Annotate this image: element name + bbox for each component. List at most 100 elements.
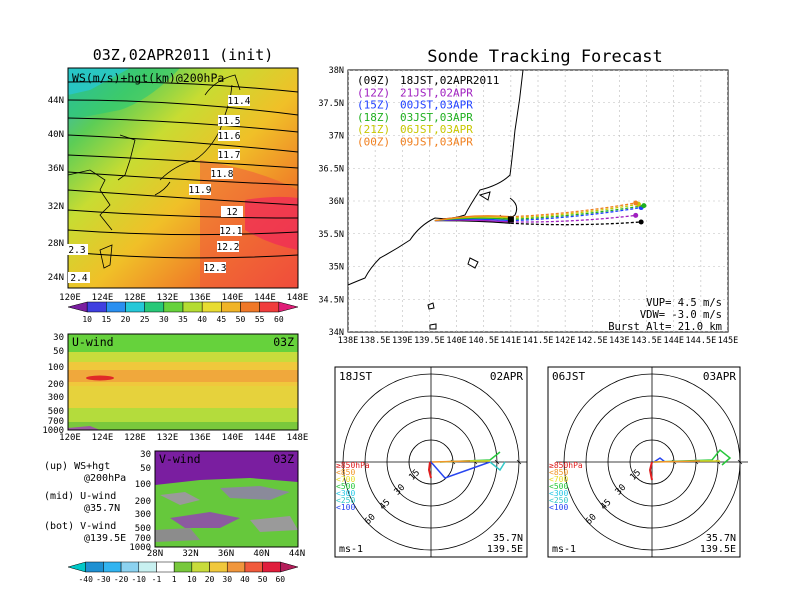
map-lat-label: 35.5N (318, 230, 344, 240)
v-p-label: 200 (135, 497, 151, 507)
u-lon-label: 140E (222, 433, 244, 443)
map-lat-label: 37N (329, 132, 344, 142)
v-colorbar-label: -10 (132, 575, 147, 584)
u-lon-label: 132E (157, 433, 179, 443)
v-colorbar-cell (67, 561, 86, 573)
v-lat-label: 28N (147, 549, 163, 559)
v-p-label: 30 (140, 450, 151, 460)
v-colorbar-cell (173, 561, 193, 573)
ws-colorbar-cell (86, 301, 107, 313)
legend-note-line2: @139.5E (84, 533, 126, 544)
hodo-level-label: <700 (549, 475, 568, 484)
u-lon-label: 124E (92, 433, 114, 443)
track-landing-point (641, 203, 647, 209)
v-p-label: 700 (135, 534, 151, 544)
ws-contour-label: 12.3 (204, 263, 227, 274)
u-lon-label: 148E (287, 433, 309, 443)
v-p-label: 300 (135, 510, 151, 520)
ws-lon-label: 132E (157, 293, 179, 303)
ws-colorbar-label: 25 (140, 315, 150, 324)
hodo-right-lon: 139.5E (700, 544, 736, 555)
hodo-left-unit: ms-1 (339, 544, 363, 555)
hodo-level-label: ≥850hPa (336, 461, 370, 470)
legend-note-line2: @200hPa (84, 473, 126, 484)
v-colorbar-cell (280, 561, 299, 573)
launch-utc: (15Z) (357, 99, 390, 112)
v-colorbar-label: -40 (78, 575, 93, 584)
map-lon-label: 140E (446, 336, 466, 346)
v-panel-label: V-wind (159, 452, 201, 466)
ws-colorbar-cell (106, 301, 126, 313)
ws-colorbar-label: 50 (236, 315, 246, 324)
launch-jst: 03JST,03APR (400, 111, 473, 124)
u-p-label: 100 (48, 363, 64, 373)
launch-jst: 06JST,03APR (400, 123, 473, 136)
map-lon-label: 142E (555, 336, 575, 346)
hodo-tick (737, 459, 743, 465)
v-colorbar-cell (138, 561, 157, 573)
hodo-level-label: <300 (549, 489, 568, 498)
track-descent (510, 214, 636, 223)
track-landing-point (638, 219, 644, 225)
map-lat-label: 34N (329, 328, 344, 338)
launch-utc: (12Z) (357, 86, 390, 99)
hodo-level-label: <100 (336, 503, 355, 512)
map-lon-label: 143.5E (631, 336, 662, 346)
ws-colorbar-cell (240, 301, 260, 313)
ws-contour-label-bg (218, 130, 240, 141)
u-p-label: 50 (53, 347, 64, 357)
launch-jst: 18JST,02APR2011 (400, 74, 499, 87)
ws-contour-label: 2.3 (68, 245, 85, 256)
u-lon-label: 136E (189, 433, 211, 443)
v-colorbar-label: -30 (96, 575, 111, 584)
launch-param: VDW= -3.0 m/s (640, 309, 722, 321)
legend-note-line1: (mid) U-wind (44, 491, 116, 502)
u-p-label: 200 (48, 380, 64, 390)
track-landing-point (633, 212, 639, 218)
map-lon-label: 140.5E (468, 336, 499, 346)
ws-colorbar-cell (67, 301, 88, 313)
ws-contour-label-bg (220, 225, 242, 236)
ws-lat-label: 24N (48, 273, 64, 283)
ws-contour-label: 11.4 (228, 96, 251, 107)
ws-colorbar-cell (201, 301, 222, 313)
burst-point-marker (507, 216, 514, 223)
ws-contour-label: 2.4 (70, 273, 87, 284)
v-colorbar-cell (262, 561, 281, 573)
v-colorbar-label: 20 (205, 575, 215, 584)
ws-lat-label: 32N (48, 202, 64, 212)
launch-param: VUP= 4.5 m/s (646, 297, 722, 309)
ws-colorbar-cell (221, 301, 241, 313)
v-colorbar-cell (244, 561, 263, 573)
hodo-level-label: <250 (336, 496, 355, 505)
ws-contour-label: 12.1 (220, 226, 243, 237)
ws-lon-label: 128E (124, 293, 146, 303)
map-lat-label: 36.5N (318, 164, 344, 174)
ws-colorbar-cell (163, 301, 184, 313)
ws-lon-label: 136E (189, 293, 211, 303)
map-lat-label: 34.5N (318, 295, 344, 305)
ws-contour-label-bg (221, 206, 243, 217)
ws-lon-label: 124E (92, 293, 114, 303)
track-descent (510, 204, 644, 220)
map-lon-label: 138.5E (360, 336, 391, 346)
track-map: 38N 37.5N 37N 36.5N 36N 35.5N 35N 34.5N 34N 138E… (318, 66, 738, 346)
legend-note-line1: (bot) V-wind (44, 521, 116, 532)
ws-contour-label: 12 (226, 207, 237, 218)
track-ascent (434, 215, 511, 222)
v-colorbar-cell (120, 561, 140, 573)
hodo-level-label: <100 (549, 503, 568, 512)
u-panel-label: U-wind (72, 335, 114, 349)
hodo-level-label: <500 (549, 482, 568, 491)
ws-lon-label: 144E (254, 293, 276, 303)
hodo-left-lat: 35.7N (493, 533, 523, 544)
ws-colorbar-label: 55 (255, 315, 265, 324)
ws-colorbar-cell (278, 301, 299, 313)
ws-contour-label: 11.8 (211, 169, 234, 180)
ws-colorbar-label: 20 (121, 315, 131, 324)
u-p-label: 700 (48, 417, 64, 427)
ws-colorbar-label: 40 (197, 315, 207, 324)
